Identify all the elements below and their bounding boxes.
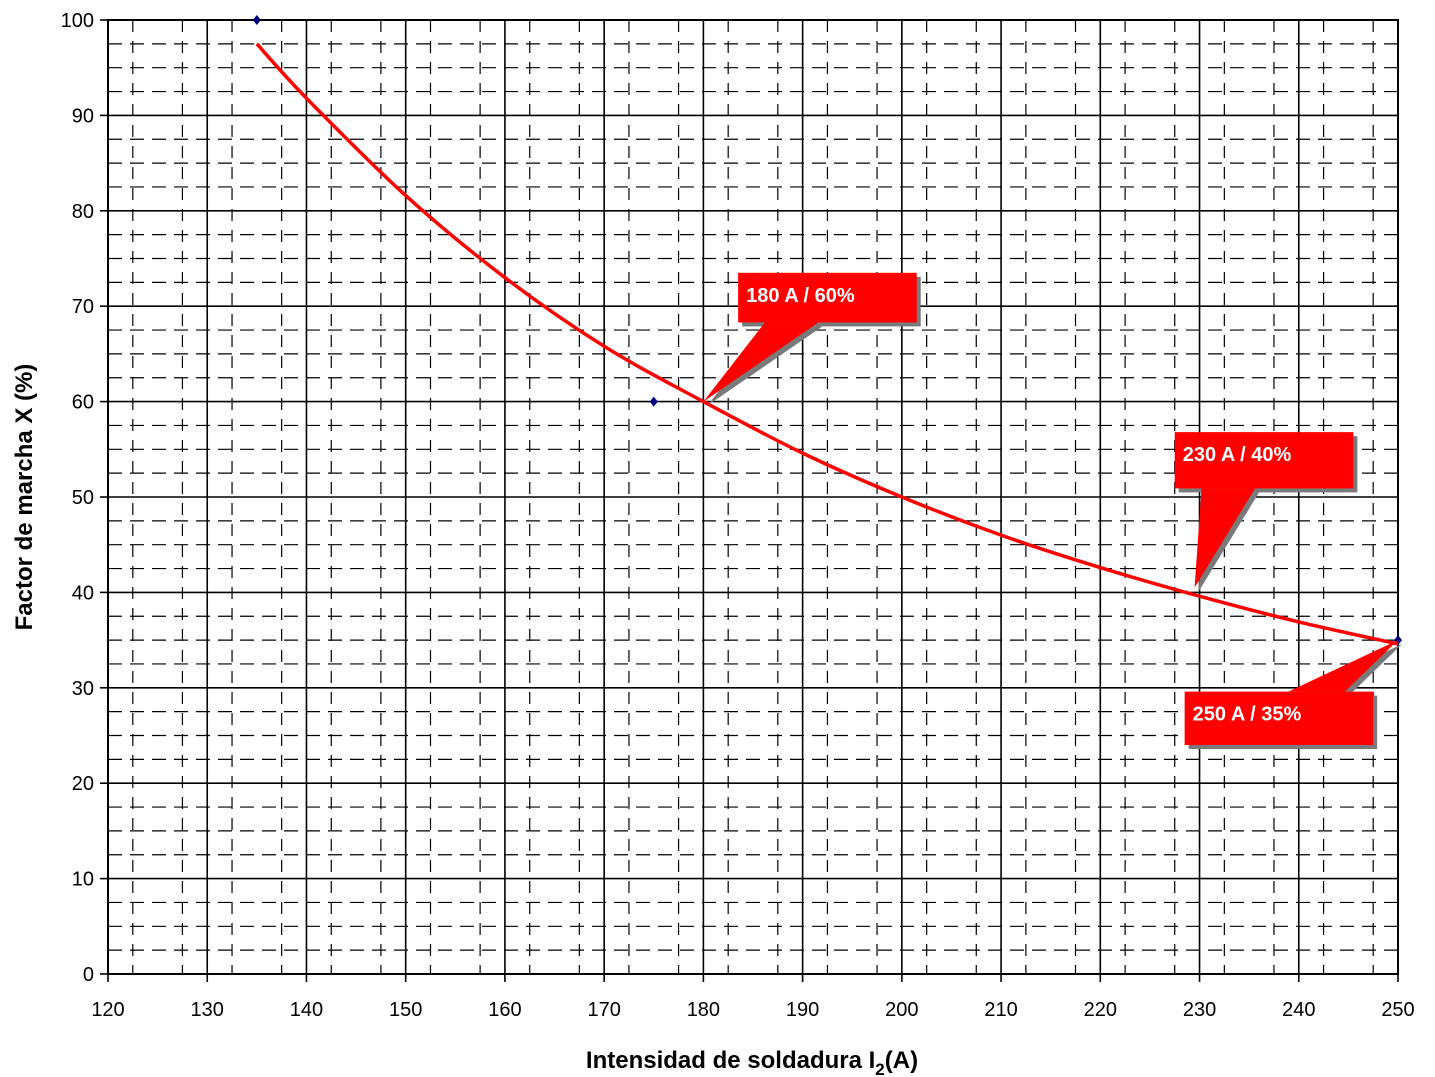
callout-label: 180 A / 60% (746, 285, 855, 307)
x-tick-label: 130 (191, 999, 224, 1021)
y-tick-label: 0 (83, 964, 94, 986)
duty-cycle-curve (255, 42, 1399, 646)
y-axis-title: Factor de marcha X (%) (11, 364, 38, 631)
callout-pointer (1288, 640, 1398, 692)
callout-label: 250 A / 35% (1193, 704, 1302, 726)
x-tick-label: 210 (984, 999, 1017, 1021)
x-tick-label: 180 (687, 999, 720, 1021)
callout: 250 A / 35% (1184, 640, 1402, 750)
y-tick-label: 40 (72, 582, 94, 604)
y-axis-ticks: 0 10 20 30 40 50 60 70 80 90 100 (61, 10, 108, 986)
y-tick-label: 100 (61, 10, 94, 32)
callout: 230 A / 40% (1174, 432, 1358, 592)
x-tick-label: 200 (885, 999, 918, 1021)
callout-pointer (1194, 488, 1256, 588)
x-tick-label: 150 (389, 999, 422, 1021)
data-point-marker (252, 15, 261, 25)
callouts: 180 A / 60% 230 A / 40% 250 A / 35% (703, 272, 1402, 750)
callout-box (1184, 691, 1374, 746)
callout-box (1174, 432, 1354, 489)
callout-pointer-shadow (707, 326, 823, 406)
y-tick-label: 80 (72, 201, 94, 223)
y-tick-label: 30 (72, 678, 94, 700)
callout-label: 230 A / 40% (1183, 444, 1292, 466)
x-axis-title: Intensidad de soldadura I2(A) (586, 1047, 918, 1077)
y-tick-label: 70 (72, 296, 94, 318)
x-tick-label: 230 (1183, 999, 1216, 1021)
x-tick-label: 190 (786, 999, 819, 1021)
x-tick-label: 240 (1282, 999, 1315, 1021)
x-tick-label: 250 (1381, 999, 1414, 1021)
y-tick-label: 10 (72, 869, 94, 891)
y-tick-label: 20 (72, 773, 94, 795)
callout: 180 A / 60% (703, 272, 921, 406)
y-tick-label: 90 (72, 105, 94, 127)
x-tick-label: 140 (290, 999, 323, 1021)
callout-box (738, 272, 917, 323)
x-axis-ticks: 120 130 140 150 160 170 180 190 200 210 220 230 240 2… (91, 974, 1415, 1021)
minor-gridlines (108, 20, 1398, 974)
x-tick-label: 160 (488, 999, 521, 1021)
data-point-marker (649, 396, 658, 407)
callout-pointer (703, 322, 819, 402)
x-tick-label: 170 (587, 999, 620, 1021)
y-tick-label: 60 (72, 392, 94, 414)
y-tick-label: 50 (72, 487, 94, 509)
x-tick-label: 220 (1084, 999, 1117, 1021)
x-tick-label: 120 (91, 999, 124, 1021)
